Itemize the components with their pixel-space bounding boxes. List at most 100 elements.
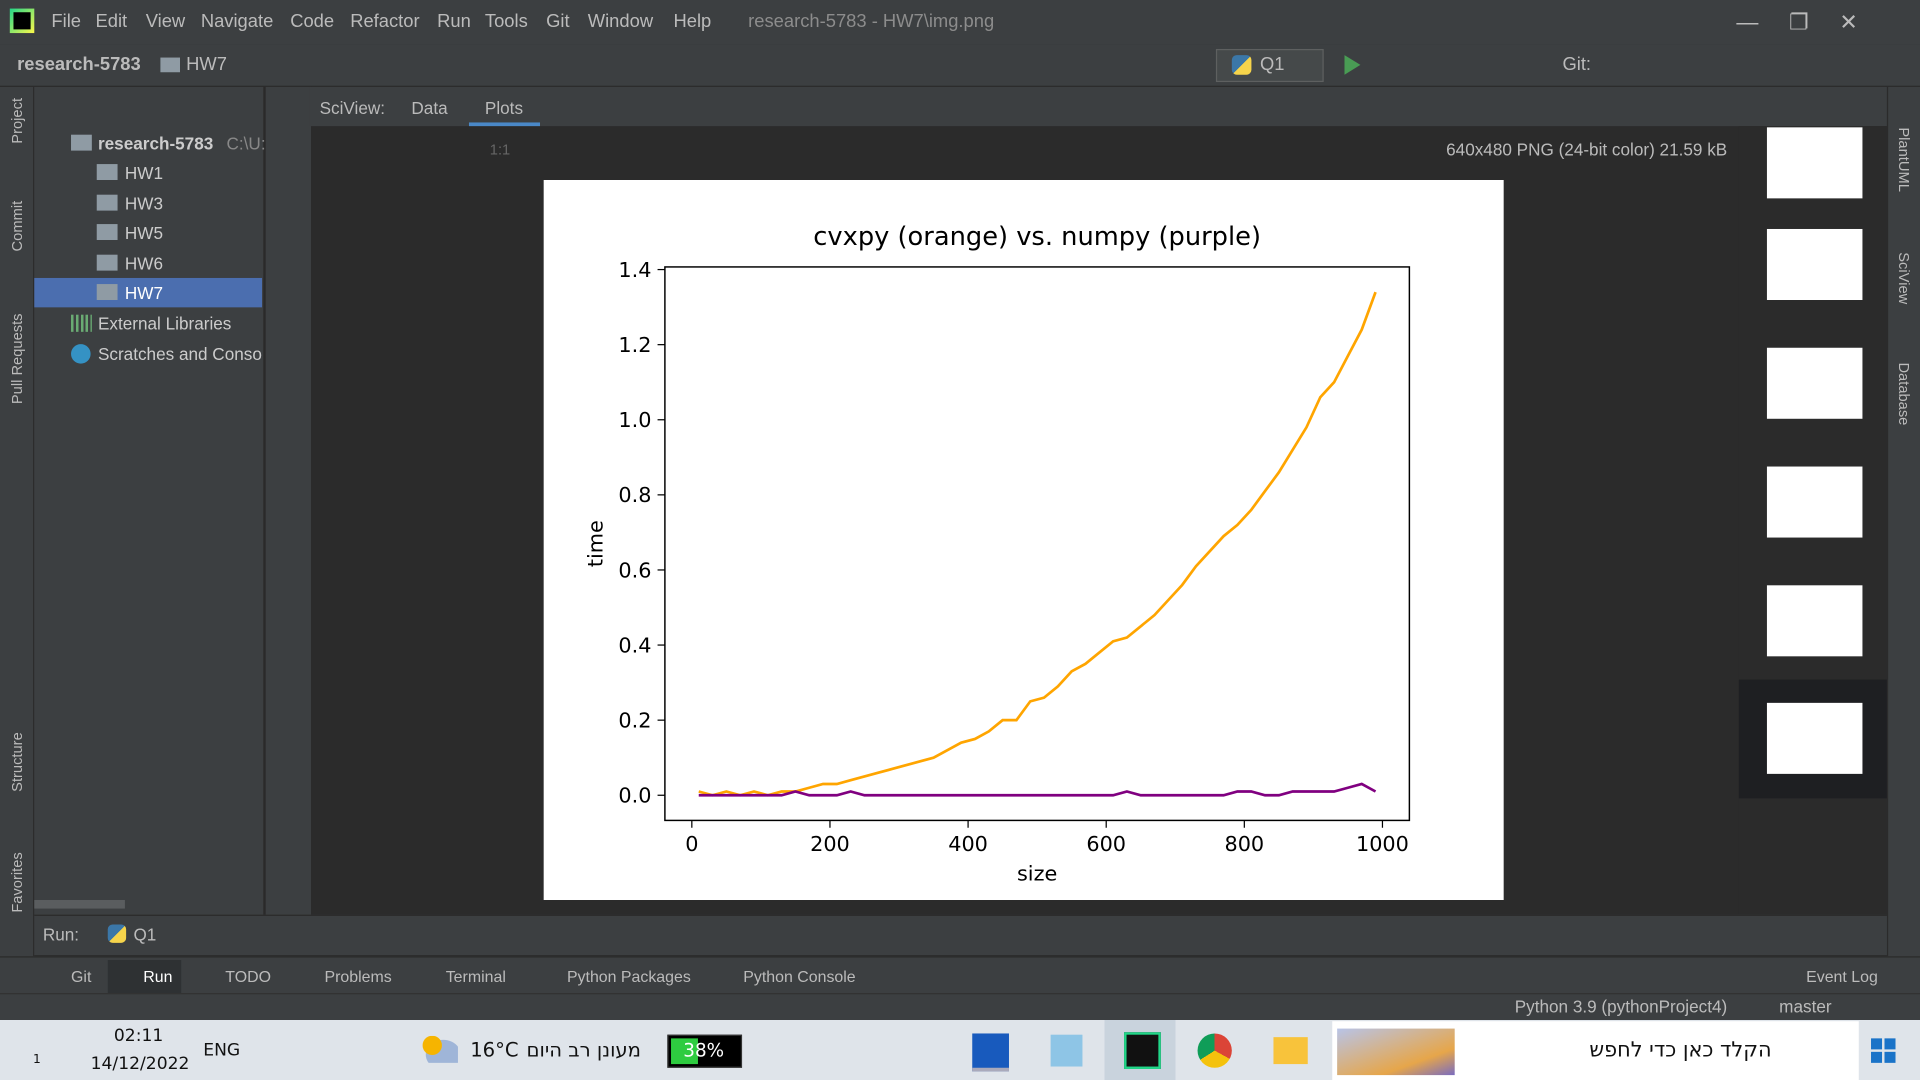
- menu-item[interactable]: Edit: [95, 11, 128, 32]
- interpreter[interactable]: Python 3.9 (pythonProject4): [1514, 996, 1728, 1017]
- run-button[interactable]: [1344, 55, 1361, 75]
- tool-window-tab[interactable]: Project: [8, 97, 26, 144]
- tool-window-tab[interactable]: Database: [1895, 362, 1913, 426]
- menu-item[interactable]: Window: [587, 11, 654, 32]
- plot-thumbnail[interactable]: [1766, 585, 1863, 657]
- tool-window-tab[interactable]: SciView: [1895, 252, 1913, 305]
- tree-item[interactable]: HW6: [124, 252, 164, 273]
- tree-item[interactable]: HW7: [124, 282, 164, 303]
- menu-item[interactable]: Run: [437, 11, 471, 32]
- menu-item[interactable]: Git: [546, 11, 570, 32]
- plot-thumbnail[interactable]: [1766, 702, 1863, 774]
- x-tick-label: 0: [685, 832, 698, 856]
- menu-item[interactable]: Help: [673, 11, 712, 32]
- data-line: [698, 782, 1377, 797]
- start-button[interactable]: [1871, 1038, 1896, 1063]
- run-header: [34, 914, 1887, 956]
- x-axis-label: size: [1017, 861, 1057, 885]
- search-placeholder[interactable]: הקלד כאן כדי לחפש: [1589, 1038, 1772, 1063]
- bottom-tab[interactable]: Python Packages: [566, 967, 691, 986]
- search-box[interactable]: [1332, 1021, 1859, 1080]
- run-config[interactable]: Q1: [1260, 53, 1285, 75]
- bottom-tab[interactable]: TODO: [225, 967, 272, 986]
- y-tick-label: 0.8: [618, 483, 651, 507]
- tool-window-tab[interactable]: Commit: [8, 200, 26, 252]
- tool-window-tab[interactable]: Structure: [8, 732, 26, 792]
- folder-icon: [160, 57, 181, 73]
- breadcrumb-item[interactable]: HW7: [186, 53, 227, 75]
- run-tab-selected: [107, 960, 182, 994]
- scrollbar: [34, 900, 125, 909]
- tree-root[interactable]: research-5783: [97, 133, 214, 154]
- sciview-header: [309, 86, 1887, 127]
- menu-item[interactable]: Code: [290, 11, 335, 32]
- tool-column: [264, 86, 312, 915]
- plot-thumbnail[interactable]: [1766, 127, 1863, 199]
- zoom-actual[interactable]: 1:1: [489, 140, 511, 158]
- sciview-tab[interactable]: Data: [411, 97, 448, 118]
- bottom-tab[interactable]: Problems: [324, 967, 392, 986]
- bottom-tab[interactable]: Git: [71, 967, 92, 986]
- window-controls[interactable]: — ❐ ✕: [1736, 9, 1858, 35]
- clock-time: 02:11: [113, 1026, 164, 1046]
- tree-item[interactable]: HW5: [124, 222, 164, 243]
- python-icon: [1231, 55, 1252, 75]
- tree-item[interactable]: HW3: [124, 192, 164, 213]
- app-word[interactable]: [972, 1033, 1009, 1072]
- event-log[interactable]: Event Log: [1806, 967, 1878, 986]
- right-stripe: [1886, 86, 1920, 957]
- weather-icon: [421, 1035, 458, 1063]
- image-canvas: [543, 180, 1504, 901]
- data-line: [698, 291, 1377, 797]
- project-panel: [34, 86, 264, 915]
- x-tick-label: 400: [948, 832, 988, 856]
- folder-icon: [96, 164, 118, 181]
- menu-item[interactable]: Refactor: [350, 11, 420, 32]
- temperature: 16°C: [470, 1038, 519, 1062]
- bottom-tab[interactable]: Terminal: [445, 967, 506, 986]
- tree-item[interactable]: Scratches and Conso: [97, 344, 262, 364]
- folder-icon: [96, 224, 118, 241]
- menu-item[interactable]: File: [51, 11, 82, 32]
- menu-item[interactable]: Tools: [484, 11, 528, 32]
- app-pycharm[interactable]: [1104, 1020, 1176, 1080]
- clock-date: 14/12/2022: [90, 1054, 190, 1074]
- sciview-label: SciView:: [319, 97, 386, 118]
- app-explorer[interactable]: [1273, 1037, 1308, 1065]
- bottom-tab[interactable]: Run: [143, 967, 173, 986]
- chart-title: cvxpy (orange) vs. numpy (purple): [813, 222, 1261, 252]
- y-axis-label: time: [583, 520, 607, 567]
- tree-item[interactable]: External Libraries: [97, 313, 232, 334]
- plot-thumbnail[interactable]: [1766, 228, 1863, 301]
- tool-window-tab[interactable]: Favorites: [8, 852, 26, 913]
- status-bar: [0, 993, 1920, 1022]
- tool-window-tab[interactable]: PlantUML: [1895, 127, 1913, 192]
- app-notepad[interactable]: [1050, 1034, 1083, 1067]
- git-branch[interactable]: master: [1779, 996, 1832, 1017]
- python-icon: [107, 924, 127, 943]
- plot-frame: [664, 266, 1411, 822]
- plot-image: cvxpy (orange) vs. numpy (purple) size tim…: [583, 222, 1411, 885]
- x-tick-label: 200: [810, 832, 850, 856]
- x-tick-label: 800: [1224, 832, 1264, 856]
- sciview-tab[interactable]: Plots: [484, 97, 524, 118]
- weather-text: מעונן רב היום: [526, 1038, 641, 1062]
- folder-icon: [71, 134, 92, 151]
- run-tab[interactable]: Q1: [133, 924, 157, 945]
- breadcrumb-item[interactable]: research-5783: [17, 53, 141, 75]
- window-title: research-5783 - HW7\img.png: [748, 11, 995, 32]
- tool-window-tab[interactable]: Pull Requests: [8, 313, 26, 405]
- bottom-tab[interactable]: Python Console: [743, 967, 856, 986]
- folder-icon: [96, 254, 118, 271]
- tree-item[interactable]: HW1: [124, 162, 164, 183]
- menu-item[interactable]: Navigate: [200, 11, 274, 32]
- app-logo: [9, 8, 35, 34]
- menu-item[interactable]: View: [145, 11, 186, 32]
- image-info: 640x480 PNG (24-bit color) 21.59 kB: [1446, 139, 1728, 160]
- plot-thumbnail[interactable]: [1766, 347, 1863, 419]
- library-icon: [71, 314, 92, 332]
- input-language[interactable]: ENG: [203, 1040, 241, 1061]
- plot-thumbnail[interactable]: [1766, 466, 1863, 538]
- app-chrome[interactable]: [1197, 1033, 1232, 1068]
